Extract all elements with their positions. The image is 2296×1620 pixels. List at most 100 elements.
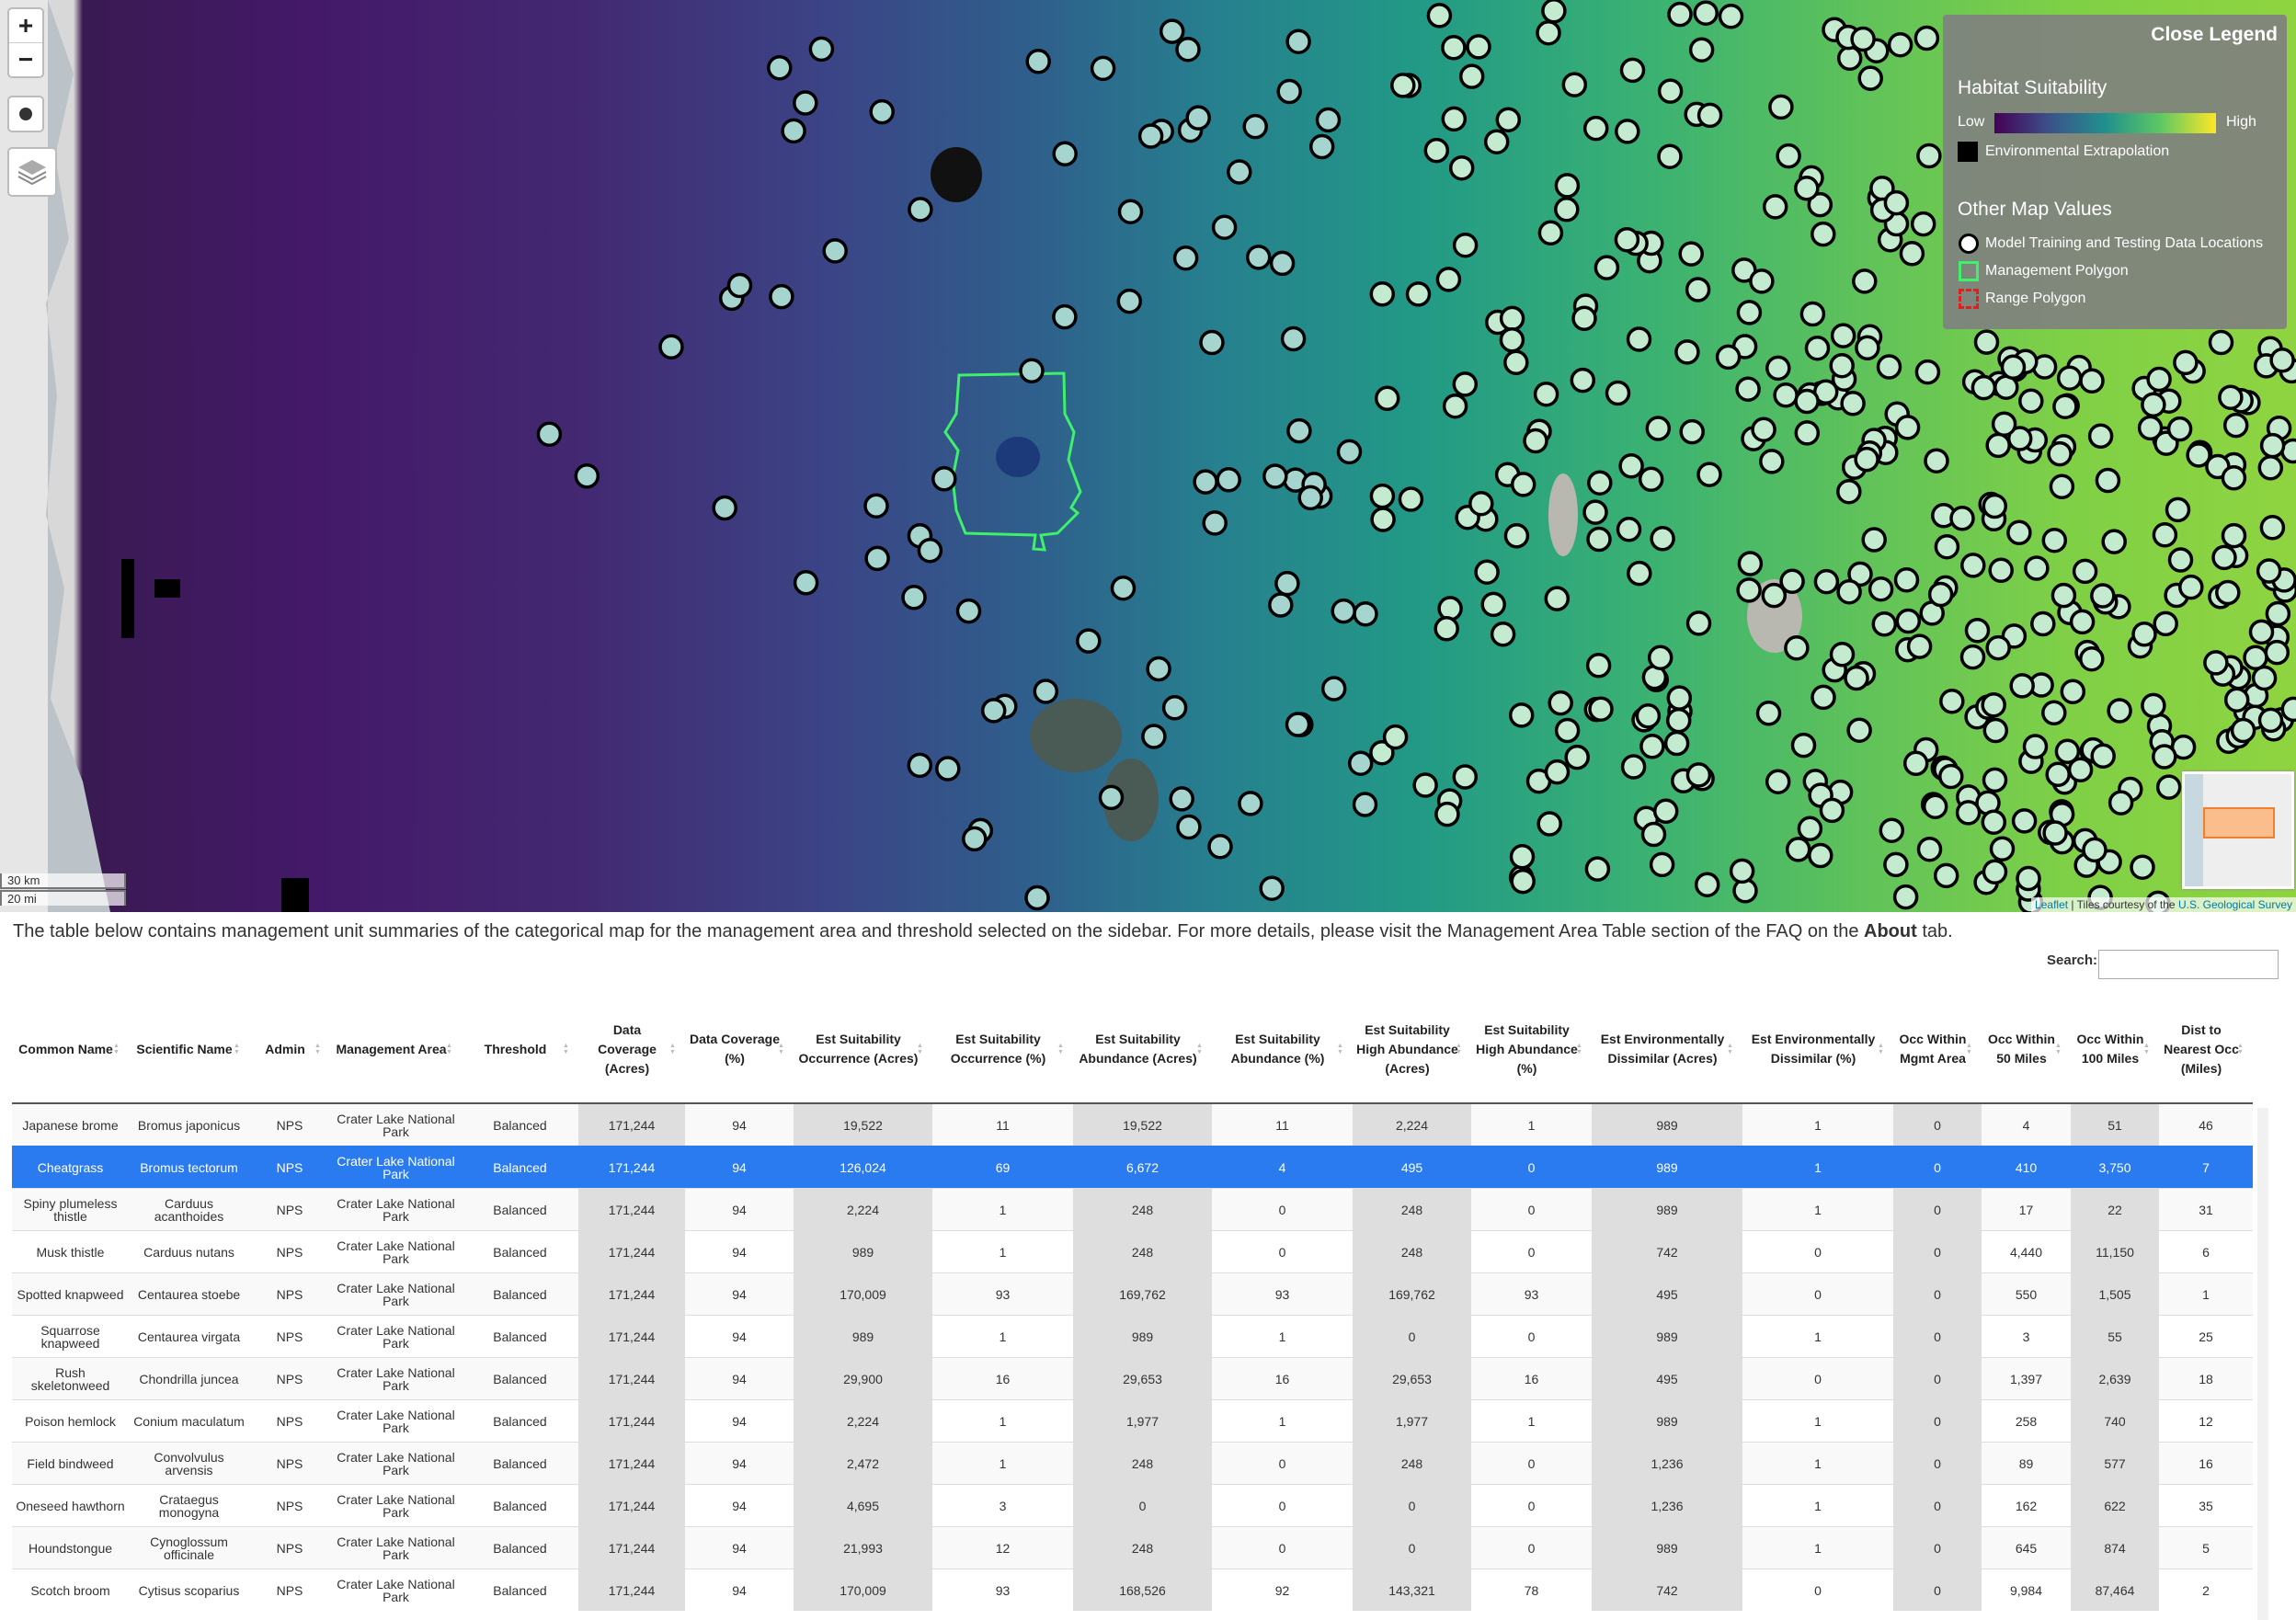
data-point: [1679, 418, 1705, 445]
search-label: Search:: [2047, 953, 2098, 968]
table-cell: 21,993: [794, 1526, 932, 1569]
data-point: [1657, 143, 1683, 169]
table-row[interactable]: Oneseed hawthorn Crataegus monogyna NPS Cra…: [12, 1484, 2253, 1527]
intro-text: The table below contains management unit…: [13, 919, 1953, 943]
table-row[interactable]: Field bindweed Convolvulus arvensis NPS Cra…: [12, 1442, 2253, 1485]
column-header[interactable]: Data Coverage (Acres): [578, 996, 685, 1104]
data-point: [1110, 575, 1137, 601]
data-point: [1988, 557, 2014, 584]
data-point: [1466, 34, 1491, 60]
data-point: [2248, 619, 2275, 645]
usgs-link[interactable]: U.S. Geological Survey: [2177, 898, 2292, 911]
scrollbar[interactable]: [2257, 1108, 2268, 1620]
map[interactable]: + − Close Legend Habitat Suitability Low…: [0, 0, 2296, 912]
close-legend[interactable]: Close Legend: [2151, 24, 2278, 45]
zoom-out[interactable]: −: [17, 45, 34, 74]
column-header[interactable]: Occ Within 100 Miles: [2071, 996, 2159, 1104]
data-point: [1989, 836, 2016, 861]
column-header[interactable]: Est Suitability Abundance (Acres): [1073, 996, 1212, 1104]
column-header[interactable]: Common Name: [12, 996, 129, 1104]
table-row[interactable]: Japanese brome Bromus japonicus NPS Crater …: [12, 1102, 2253, 1147]
data-point: [1207, 834, 1233, 860]
data-point: [2067, 757, 2094, 783]
intro-part: tab.: [1916, 921, 1953, 941]
data-point: [2030, 610, 2056, 637]
column-header[interactable]: Admin: [249, 996, 330, 1104]
data-point: [1894, 415, 1921, 440]
column-header[interactable]: Est Suitability Occurrence (%): [932, 996, 1073, 1104]
data-point: [2208, 329, 2234, 356]
table-cell: 69: [932, 1146, 1073, 1189]
data-point: [1736, 300, 1763, 325]
minimap[interactable]: [2182, 771, 2294, 889]
data-point: [2178, 574, 2204, 600]
data-point: [1554, 173, 1581, 199]
table-row[interactable]: Musk thistle Carduus nutans NPS Crater Lake…: [12, 1230, 2253, 1273]
column-header[interactable]: Est Suitability Abundance (%): [1212, 996, 1353, 1104]
column-header[interactable]: Est Environmentally Dissimilar (%): [1742, 996, 1893, 1104]
data-point: [1899, 241, 1925, 267]
column-header[interactable]: Occ Within 50 Miles: [1982, 996, 2071, 1104]
column-header[interactable]: Est Suitability High Abundance (Acres): [1353, 996, 1471, 1104]
column-header[interactable]: Est Suitability High Abundance (%): [1471, 996, 1592, 1104]
table-row[interactable]: Squarrose knapweed Centaurea virgata NPS Cr…: [12, 1315, 2253, 1358]
column-header[interactable]: Occ Within Mgmt Area: [1893, 996, 1982, 1104]
zoom-in[interactable]: +: [9, 9, 42, 43]
legend-item: Environmental Extrapolation: [1985, 143, 2170, 159]
data-point: [1269, 250, 1296, 277]
data-point: [1490, 622, 1516, 647]
data-point: [1536, 19, 1561, 46]
data-point: [1914, 359, 1941, 385]
leaflet-link[interactable]: Leaflet: [2035, 898, 2069, 911]
data-point: [1585, 653, 1612, 679]
layers-button[interactable]: [7, 147, 57, 197]
column-header[interactable]: Dist to Nearest Occ (Miles): [2159, 996, 2253, 1104]
data-point: [1852, 268, 1878, 294]
table-row[interactable]: Poison hemlock Conium maculatum NPS Crater …: [12, 1399, 2253, 1443]
column-header[interactable]: Threshold: [462, 996, 578, 1104]
table-cell: 171,244: [578, 1102, 685, 1147]
table-cell: Crater Lake National Park: [330, 1399, 462, 1443]
table-row[interactable]: Spiny plumeless thistle Carduus acanthoid…: [12, 1188, 2253, 1231]
column-header[interactable]: Data Coverage (%): [685, 996, 794, 1104]
data-point: [1784, 635, 1810, 661]
table-cell: 1: [1742, 1526, 1893, 1569]
table-row[interactable]: Scotch broom Cytisus scoparius NPS Crater L…: [12, 1569, 2253, 1611]
data-point: [2006, 426, 2033, 451]
data-point: [1981, 691, 2006, 718]
table-cell: 94: [685, 1526, 794, 1569]
table-cell: 12: [932, 1526, 1073, 1569]
table-cell: Bromus japonicus: [129, 1102, 249, 1147]
data-point: [1353, 601, 1378, 627]
table-cell: 9,984: [1982, 1569, 2071, 1611]
scale-mi: 20 mi: [0, 890, 126, 906]
table-cell: 0: [1471, 1526, 1592, 1569]
table-row[interactable]: Houndstongue Cynoglossum officinale NPS Cra…: [12, 1526, 2253, 1569]
data-point: [1452, 232, 1479, 258]
data-point: [2223, 687, 2250, 713]
column-header[interactable]: Est Environmentally Dissimilar (Acres): [1592, 996, 1742, 1104]
data-point: [1503, 523, 1530, 549]
table-row[interactable]: Cheatgrass Bromus tectorum NPS Crater Lake …: [12, 1146, 2253, 1189]
table-cell: 94: [685, 1315, 794, 1358]
table-cell: 248: [1073, 1442, 1212, 1485]
data-point: [935, 756, 961, 781]
table-row[interactable]: Spotted knapweed Centaurea stoebe NPS Crate…: [12, 1272, 2253, 1316]
data-point: [1614, 226, 1640, 253]
data-point: [1663, 730, 1690, 757]
table-row[interactable]: Rush skeletonweed Chondrilla juncea NPS Cra…: [12, 1357, 2253, 1400]
table-cell: Crater Lake National Park: [330, 1569, 462, 1611]
data-point: [1541, 0, 1567, 24]
table-cell: 1,977: [1073, 1399, 1212, 1443]
legend-high: High: [2226, 114, 2256, 130]
data-point: [1933, 862, 1959, 889]
water-body: [1747, 579, 1802, 653]
data-point: [2152, 744, 2177, 770]
column-header[interactable]: Management Area: [330, 996, 462, 1104]
locate-button[interactable]: [7, 96, 44, 132]
data-point: [1811, 684, 1836, 711]
column-header[interactable]: Scientific Name: [129, 996, 249, 1104]
search-input[interactable]: [2098, 950, 2279, 979]
data-point: [1448, 154, 1475, 181]
column-header[interactable]: Est Suitability Occurrence (Acres): [794, 996, 932, 1104]
